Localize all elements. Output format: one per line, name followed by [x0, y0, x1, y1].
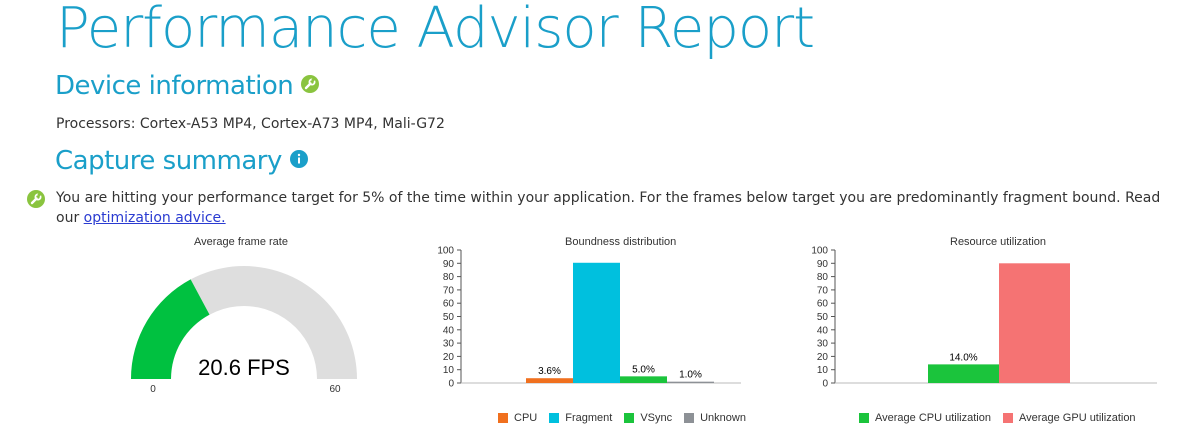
device-information-heading: Device information [55, 70, 320, 102]
y-tick-label: 20 [817, 352, 829, 363]
data-label: 5.0% [632, 364, 655, 375]
device-information-title: Device information [55, 71, 294, 101]
y-tick-label: 50 [817, 312, 829, 323]
legend-item-avg-gpu[interactable]: Average GPU utilization [1002, 412, 1136, 424]
y-tick-label: 40 [817, 325, 829, 336]
resource-legend: Average CPU utilization Average GPU util… [859, 412, 1148, 424]
average-frame-rate-gauge: 20.6 FPS 0 60 [131, 266, 357, 395]
legend-swatch [549, 413, 560, 423]
y-tick-label: 60 [817, 299, 829, 310]
y-tick-label: 0 [448, 379, 454, 390]
y-tick-label: 40 [443, 325, 455, 336]
y-tick-label: 20 [443, 352, 455, 363]
legend-label: VSync [640, 412, 673, 424]
bar-cpu[interactable] [526, 378, 573, 383]
y-tick-label: 100 [437, 246, 454, 257]
bar-vsync[interactable] [620, 376, 667, 383]
legend-swatch [684, 413, 695, 423]
capture-summary-title: Capture summary [55, 146, 282, 176]
legend-item-fragment[interactable]: Fragment [549, 412, 612, 424]
legend-item-vsync[interactable]: VSync [624, 412, 672, 424]
y-tick-label: 30 [443, 339, 455, 350]
y-tick-label: 10 [817, 365, 829, 376]
processors-text: Processors: Cortex-A53 MP4, Cortex-A73 M… [56, 116, 445, 132]
legend-swatch [1002, 413, 1013, 423]
legend-swatch [498, 413, 508, 423]
y-tick-label: 100 [811, 246, 828, 257]
capture-summary-heading: Capture summary [55, 146, 308, 177]
y-tick-label: 70 [443, 285, 455, 296]
advice-paragraph: You are hitting your performance target … [56, 188, 1176, 228]
y-tick-label: 90 [817, 259, 829, 270]
y-tick-label: 80 [817, 272, 829, 283]
bar-average-cpu-utilization[interactable] [928, 364, 999, 383]
advice-text: You are hitting your performance target … [56, 190, 1161, 226]
y-tick-label: 50 [443, 312, 455, 323]
legend-label: Average CPU utilization [875, 412, 991, 424]
page-title: Performance Advisor Report [56, 0, 815, 61]
legend-label: Unknown [700, 412, 746, 424]
legend-item-avg-cpu[interactable]: Average CPU utilization [859, 412, 991, 424]
bar-average-gpu-utilization[interactable] [999, 263, 1070, 383]
optimization-advice-link[interactable]: optimization advice. [83, 210, 226, 226]
y-tick-label: 10 [443, 365, 455, 376]
data-label: 3.6% [538, 366, 561, 377]
y-tick-label: 0 [822, 379, 828, 390]
legend-label: Average GPU utilization [1018, 412, 1136, 424]
bar-unknown[interactable] [667, 381, 714, 383]
info-icon[interactable] [289, 145, 308, 175]
y-tick-label: 80 [443, 272, 455, 283]
y-tick-label: 30 [817, 339, 829, 350]
resource-chart-title: Resource utilization [950, 236, 1046, 248]
legend-swatch [624, 413, 635, 423]
data-label: 14.0% [949, 352, 977, 363]
gauge-value-label: 20.6 FPS [198, 355, 290, 380]
gauge-value-arc [131, 279, 210, 379]
boundness-legend: CPU Fragment VSync Unknown [498, 412, 758, 424]
boundness-distribution-chart: 0 10 20 30 40 50 60 70 80 90 100 3.6% 5.0% 1.0% [437, 246, 741, 390]
wrench-icon [27, 190, 45, 213]
gauge-chart-title: Average frame rate [194, 236, 288, 248]
boundness-chart-title: Boundness distribution [565, 236, 677, 248]
legend-item-unknown[interactable]: Unknown [684, 412, 746, 424]
legend-label: CPU [514, 412, 538, 424]
y-tick-label: 90 [443, 259, 455, 270]
gauge-min-label: 0 [150, 384, 156, 395]
wrench-icon[interactable] [301, 70, 320, 100]
bar-fragment[interactable] [573, 262, 620, 383]
y-tick-label: 70 [817, 285, 829, 296]
legend-swatch [859, 413, 869, 423]
y-tick-label: 60 [443, 299, 455, 310]
gauge-max-label: 60 [329, 384, 341, 395]
resource-utilization-chart: 0 10 20 30 40 50 60 70 80 90 100 14.0% [811, 246, 1157, 390]
legend-item-cpu[interactable]: CPU [498, 412, 537, 424]
legend-label: Fragment [565, 412, 613, 424]
data-label: 1.0% [679, 370, 702, 381]
